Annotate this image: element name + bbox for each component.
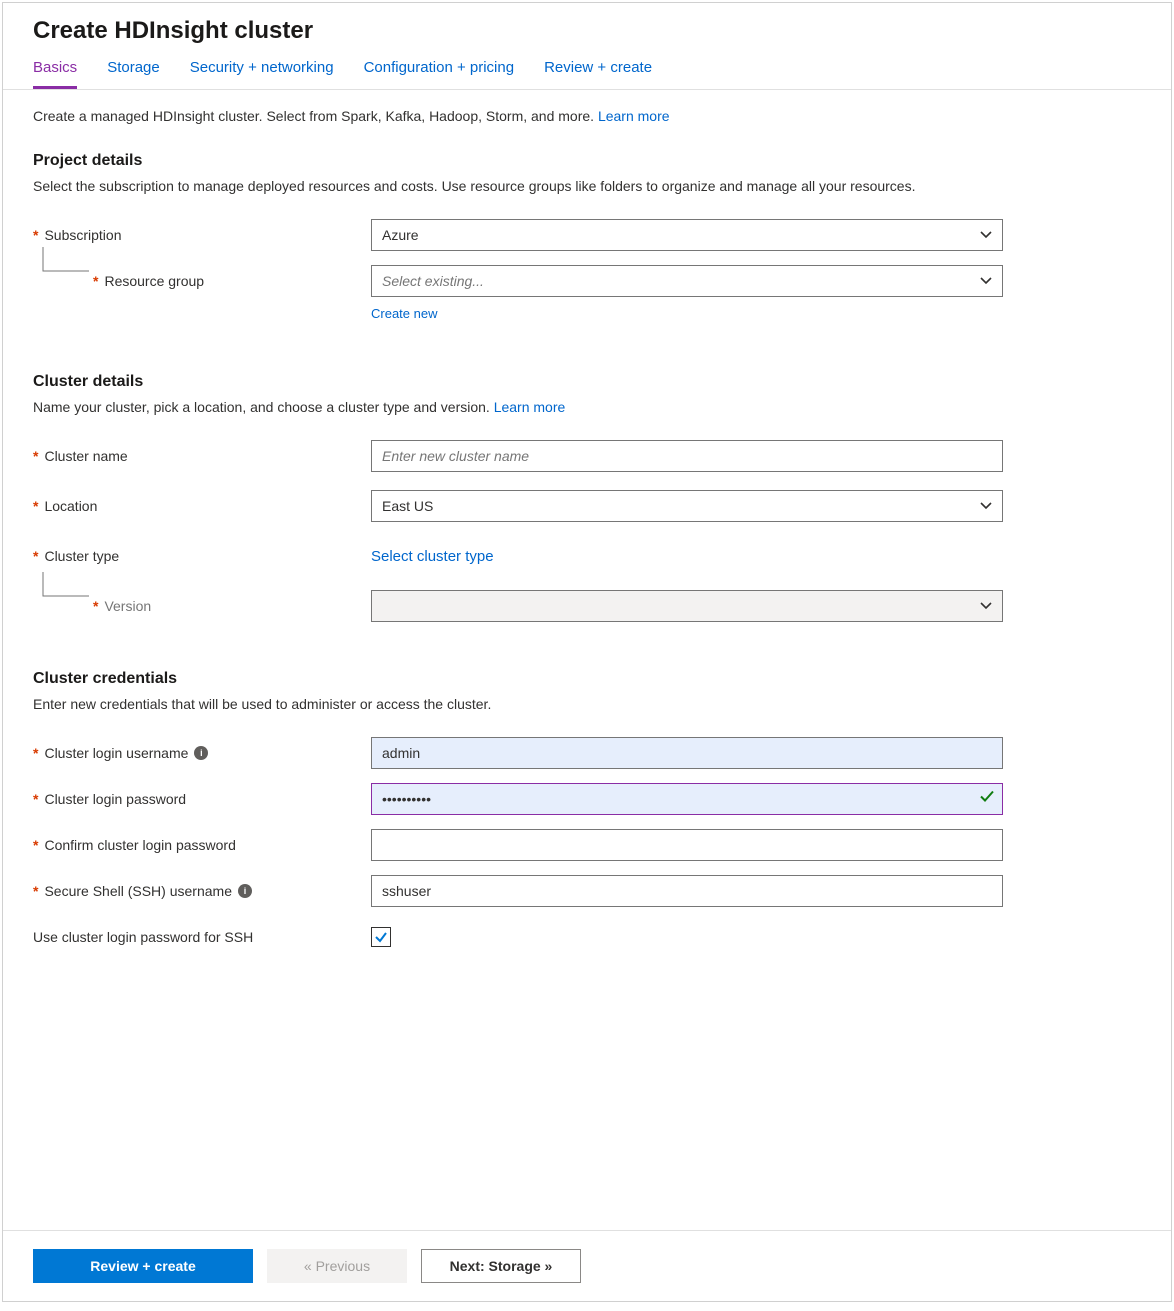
tab-security[interactable]: Security + networking — [190, 51, 334, 89]
tree-connector-icon — [33, 271, 93, 291]
label-subscription: * Subscription — [33, 227, 371, 243]
label-login-password: * Cluster login password — [33, 791, 371, 807]
label-text: Location — [44, 498, 97, 514]
row-cluster-type: * Cluster type Select cluster type — [33, 540, 1141, 572]
required-marker: * — [33, 791, 38, 807]
creds-desc: Enter new credentials that will be used … — [33, 694, 1141, 715]
tab-storage[interactable]: Storage — [107, 51, 160, 89]
label-text: Subscription — [44, 227, 121, 243]
required-marker: * — [33, 745, 38, 761]
intro-text: Create a managed HDInsight cluster. Sele… — [33, 108, 1141, 124]
row-cluster-name: * Cluster name — [33, 440, 1141, 472]
label-text: Cluster name — [44, 448, 127, 464]
label-cluster-name: * Cluster name — [33, 448, 371, 464]
chevron-down-icon — [980, 600, 992, 612]
login-username-input[interactable] — [371, 737, 1003, 769]
cluster-learn-more-link[interactable]: Learn more — [494, 399, 566, 415]
required-marker: * — [33, 548, 38, 564]
review-create-button[interactable]: Review + create — [33, 1249, 253, 1283]
valid-check-icon — [979, 789, 995, 810]
use-same-password-checkbox[interactable] — [371, 927, 391, 947]
project-heading: Project details — [33, 152, 1141, 170]
main-content: Create a managed HDInsight cluster. Sele… — [3, 90, 1171, 1230]
page-title: Create HDInsight cluster — [3, 3, 1171, 51]
ssh-username-input[interactable] — [371, 875, 1003, 907]
tab-basics[interactable]: Basics — [33, 51, 77, 89]
intro-learn-more-link[interactable]: Learn more — [598, 108, 670, 124]
required-marker: * — [33, 448, 38, 464]
required-marker: * — [33, 883, 38, 899]
label-version: * Version — [33, 596, 371, 616]
row-version: * Version — [33, 590, 1141, 622]
confirm-password-input[interactable] — [371, 829, 1003, 861]
select-cluster-type-link[interactable]: Select cluster type — [371, 548, 494, 565]
next-button[interactable]: Next: Storage » — [421, 1249, 581, 1283]
project-desc: Select the subscription to manage deploy… — [33, 176, 1141, 197]
create-new-link[interactable]: Create new — [371, 306, 437, 321]
required-marker: * — [33, 498, 38, 514]
info-icon[interactable]: i — [194, 746, 208, 760]
resource-group-select[interactable]: Select existing... — [371, 265, 1003, 297]
row-location: * Location East US — [33, 490, 1141, 522]
label-text: Confirm cluster login password — [44, 837, 235, 853]
label-resource-group: * Resource group — [33, 271, 371, 291]
subscription-value: Azure — [382, 227, 419, 243]
tree-connector-icon — [33, 596, 93, 616]
label-text: Cluster login password — [44, 791, 186, 807]
previous-button: « Previous — [267, 1249, 407, 1283]
row-use-same-password: Use cluster login password for SSH — [33, 921, 1141, 953]
tabs-bar: Basics Storage Security + networking Con… — [3, 51, 1171, 90]
label-cluster-type: * Cluster type — [33, 548, 371, 564]
resource-group-placeholder: Select existing... — [382, 273, 484, 289]
version-select[interactable] — [371, 590, 1003, 622]
label-login-username: * Cluster login username i — [33, 745, 371, 761]
label-use-same-password: Use cluster login password for SSH — [33, 929, 371, 945]
label-text: Secure Shell (SSH) username — [44, 883, 232, 899]
cluster-desc-wrap: Name your cluster, pick a location, and … — [33, 397, 1141, 418]
required-marker: * — [33, 227, 38, 243]
row-resource-group: * Resource group Select existing... — [33, 265, 1141, 297]
login-password-input[interactable] — [371, 783, 1003, 815]
row-create-new-rg: Create new — [33, 305, 1141, 321]
required-marker: * — [93, 273, 98, 289]
label-confirm-password: * Confirm cluster login password — [33, 837, 371, 853]
label-location: * Location — [33, 498, 371, 514]
label-ssh-username: * Secure Shell (SSH) username i — [33, 883, 371, 899]
label-text: Resource group — [104, 273, 204, 289]
tab-review[interactable]: Review + create — [544, 51, 652, 89]
tab-config[interactable]: Configuration + pricing — [364, 51, 515, 89]
footer-bar: Review + create « Previous Next: Storage… — [3, 1230, 1171, 1301]
row-login-username: * Cluster login username i — [33, 737, 1141, 769]
cluster-heading: Cluster details — [33, 373, 1141, 391]
info-icon[interactable]: i — [238, 884, 252, 898]
required-marker: * — [33, 837, 38, 853]
page-container: Create HDInsight cluster Basics Storage … — [2, 2, 1172, 1302]
subscription-select[interactable]: Azure — [371, 219, 1003, 251]
creds-heading: Cluster credentials — [33, 670, 1141, 688]
chevron-down-icon — [980, 229, 992, 241]
row-login-password: * Cluster login password — [33, 783, 1141, 815]
row-confirm-password: * Confirm cluster login password — [33, 829, 1141, 861]
chevron-down-icon — [980, 500, 992, 512]
label-text: Cluster login username — [44, 745, 188, 761]
location-select[interactable]: East US — [371, 490, 1003, 522]
label-text: Use cluster login password for SSH — [33, 929, 253, 945]
row-subscription: * Subscription Azure — [33, 219, 1141, 251]
required-marker: * — [93, 598, 98, 614]
row-ssh-username: * Secure Shell (SSH) username i — [33, 875, 1141, 907]
location-value: East US — [382, 498, 433, 514]
cluster-name-input[interactable] — [371, 440, 1003, 472]
label-text: Version — [104, 598, 151, 614]
cluster-desc: Name your cluster, pick a location, and … — [33, 399, 494, 415]
intro-body: Create a managed HDInsight cluster. Sele… — [33, 108, 598, 124]
label-text: Cluster type — [44, 548, 119, 564]
chevron-down-icon — [980, 275, 992, 287]
